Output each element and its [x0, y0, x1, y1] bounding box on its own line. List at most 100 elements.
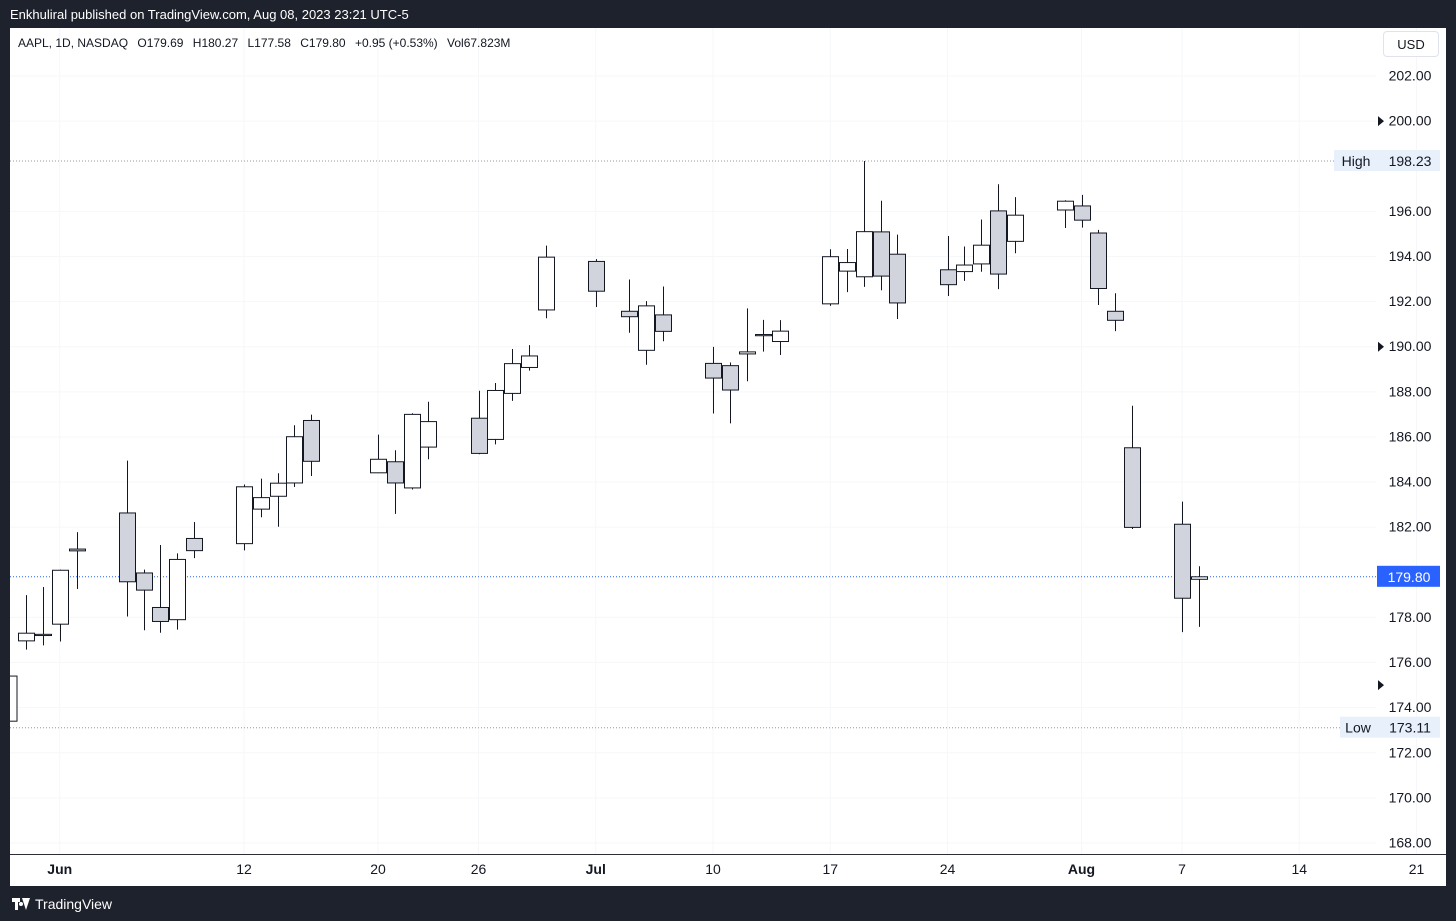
- candle[interactable]: [772, 320, 789, 356]
- candle[interactable]: [705, 346, 722, 414]
- candle[interactable]: [621, 279, 638, 333]
- candle-body: [873, 231, 890, 277]
- candle[interactable]: [1174, 501, 1191, 633]
- candle-body: [1057, 200, 1074, 211]
- candle[interactable]: [487, 383, 504, 445]
- candle-body: [621, 310, 638, 318]
- candle[interactable]: [889, 234, 906, 319]
- chart-panel[interactable]: 202.00 200.00 196.00 194.00 192.00 190.00 188.…: [10, 28, 1446, 886]
- candle[interactable]: [856, 161, 873, 287]
- candle[interactable]: [873, 200, 890, 291]
- time-tick-label: 26: [471, 861, 487, 877]
- candle[interactable]: [973, 219, 990, 272]
- time-tick-label: 7: [1178, 861, 1186, 877]
- legend-symbol[interactable]: AAPL, 1D, NASDAQ: [18, 36, 129, 50]
- candle[interactable]: [839, 249, 856, 293]
- candle[interactable]: [1074, 194, 1091, 228]
- candle-body: [504, 363, 521, 394]
- legend-change: +0.95 (+0.53%): [354, 36, 438, 50]
- legend-close: C179.80: [300, 36, 346, 50]
- candle[interactable]: [1107, 293, 1124, 332]
- candle[interactable]: [504, 348, 521, 401]
- high-value: 198.23: [1389, 153, 1432, 169]
- time-tick-label: 24: [940, 861, 956, 877]
- candle[interactable]: [236, 484, 253, 551]
- last-price-label: 179.80: [1388, 569, 1431, 585]
- candle-body: [270, 482, 287, 497]
- time-tick-label: Jun: [47, 861, 72, 877]
- legend-low: L177.58: [247, 36, 291, 50]
- candle[interactable]: [588, 259, 605, 308]
- candle[interactable]: [270, 473, 287, 527]
- candle[interactable]: [1090, 229, 1107, 305]
- candle-body: [1107, 310, 1124, 321]
- candle[interactable]: [956, 246, 973, 281]
- candle-body: [136, 572, 153, 591]
- candle-body: [52, 569, 69, 625]
- candle[interactable]: [722, 362, 739, 424]
- price-tick-label: 174.00: [1389, 699, 1432, 715]
- candle[interactable]: [521, 345, 538, 371]
- candle[interactable]: [18, 595, 35, 650]
- candle[interactable]: [822, 249, 839, 306]
- candle-body: [236, 486, 253, 545]
- candle[interactable]: [739, 308, 756, 382]
- candle[interactable]: [152, 544, 169, 633]
- candle-body: [471, 417, 488, 454]
- currency-button[interactable]: USD: [1383, 31, 1439, 57]
- candle[interactable]: [119, 460, 136, 617]
- candle-body: [1090, 232, 1107, 290]
- high-label-bg: [1334, 150, 1440, 172]
- tradingview-logo[interactable]: TradingView: [12, 896, 112, 912]
- high-label: High: [1342, 153, 1371, 169]
- candle-body: [822, 256, 839, 305]
- candle[interactable]: [186, 521, 203, 559]
- candle-body: [538, 256, 555, 311]
- candle[interactable]: [1191, 566, 1208, 627]
- footer-brand: TradingView: [35, 896, 113, 912]
- candle[interactable]: [136, 569, 153, 631]
- candle[interactable]: [1007, 197, 1024, 254]
- candle[interactable]: [35, 586, 52, 646]
- candle[interactable]: [387, 450, 404, 514]
- candle[interactable]: [538, 245, 555, 319]
- candle[interactable]: [655, 286, 672, 342]
- price-tick-label: 176.00: [1389, 654, 1432, 670]
- candle[interactable]: [286, 425, 303, 488]
- candle-body: [839, 262, 856, 272]
- candle[interactable]: [1057, 200, 1074, 229]
- published-banner: Enkhuliral published on TradingView.com,…: [0, 0, 1456, 28]
- legend-open: O179.69: [137, 36, 184, 50]
- time-tick-label: 20: [370, 861, 386, 877]
- candlestick-chart[interactable]: 202.00 200.00 196.00 194.00 192.00 190.00 188.…: [10, 28, 1446, 886]
- candle[interactable]: [253, 478, 270, 518]
- candle[interactable]: [169, 553, 186, 630]
- low-value: 173.11: [1389, 720, 1431, 736]
- candle[interactable]: [420, 401, 437, 460]
- candle[interactable]: [471, 390, 488, 455]
- candle[interactable]: [990, 184, 1007, 290]
- candle-body: [387, 461, 404, 484]
- candle[interactable]: [755, 319, 772, 352]
- candle[interactable]: [940, 235, 957, 296]
- axis-marker-icon: [1378, 341, 1384, 352]
- candle-body: [253, 497, 270, 510]
- candle-body: [1174, 523, 1191, 599]
- price-tick-label: 202.00: [1389, 68, 1432, 84]
- candle[interactable]: [370, 434, 387, 474]
- candle-body: [186, 537, 203, 552]
- time-tick-label: 12: [236, 861, 252, 877]
- candle-body: [990, 210, 1007, 275]
- candle-body: [119, 512, 136, 583]
- candle[interactable]: [52, 569, 69, 642]
- candle[interactable]: [69, 532, 86, 589]
- candle-body: [303, 419, 320, 462]
- candle[interactable]: [404, 413, 421, 490]
- candle[interactable]: [303, 414, 320, 476]
- candle[interactable]: [638, 301, 655, 365]
- candle[interactable]: [1124, 405, 1141, 529]
- candle-body: [973, 244, 990, 265]
- candle-body: [638, 305, 655, 351]
- candle-partial: [10, 675, 18, 722]
- price-tick-label: 186.00: [1389, 428, 1432, 444]
